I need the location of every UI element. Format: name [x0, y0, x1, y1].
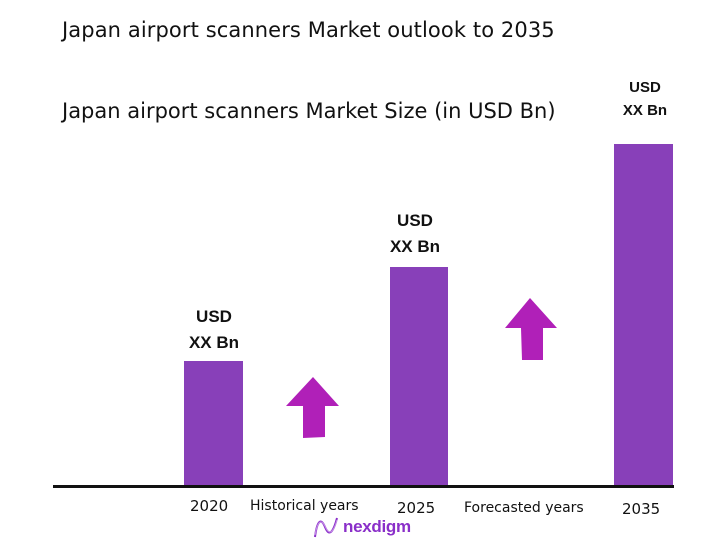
bar-2035: [614, 144, 673, 485]
bar-label-2020: USD XX Bn: [188, 307, 240, 352]
nexdigm-logo: nexdigm: [313, 515, 411, 539]
x-label-2025: 2025: [397, 499, 436, 517]
bar-2025: [390, 267, 448, 485]
x-axis-line: [53, 485, 674, 488]
growth-arrow-historical-icon: [286, 377, 339, 438]
growth-arrow-forecast-icon: [505, 298, 557, 360]
nexdigm-wave-icon: [314, 517, 338, 538]
bar-2020: [184, 361, 243, 485]
chart-subtitle: Japan airport scanners Market Size (in U…: [62, 99, 556, 123]
nexdigm-logo-text: nexdigm: [343, 517, 411, 536]
x-label-2035: 2035: [622, 500, 661, 518]
x-label-2020: 2020: [190, 497, 229, 515]
bar-label-2035: USD XX Bn: [622, 79, 668, 119]
bar-label-2025: USD XX Bn: [389, 211, 441, 256]
historical-years-label: Historical years: [250, 498, 359, 514]
chart-title: Japan airport scanners Market outlook to…: [62, 18, 555, 42]
forecasted-years-label: Forecasted years: [464, 500, 584, 516]
